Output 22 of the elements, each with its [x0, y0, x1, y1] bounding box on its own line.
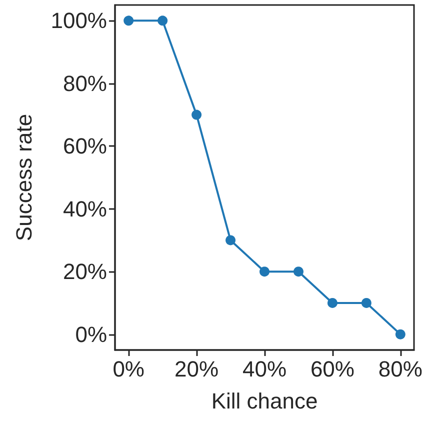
point — [158, 16, 168, 26]
y-tick-label: 100% — [50, 8, 107, 34]
point — [395, 329, 406, 340]
x-tick-label: 80% — [378, 356, 422, 382]
x-tick-label: 0% — [112, 356, 144, 382]
point — [226, 235, 236, 246]
point — [192, 110, 202, 120]
x-tick-label: 20% — [174, 356, 219, 382]
point — [293, 266, 304, 277]
y-axis-title: Success rate — [12, 114, 36, 242]
y-tick-label: 80% — [62, 70, 107, 96]
y-tick-label: 20% — [62, 259, 107, 284]
y-tick-label: 60% — [62, 134, 107, 159]
y-tick-label: 40% — [62, 196, 107, 222]
y-tick-label: 0% — [75, 322, 107, 347]
point — [327, 298, 338, 308]
point — [260, 266, 270, 277]
point — [124, 16, 134, 26]
x-tick-label: 60% — [310, 356, 354, 382]
point — [361, 298, 372, 308]
x-tick-label: 40% — [242, 356, 287, 382]
x-axis-title: Kill chance — [211, 388, 318, 414]
